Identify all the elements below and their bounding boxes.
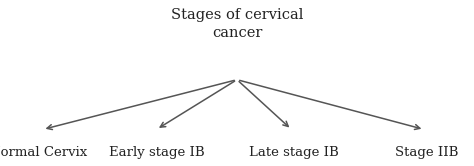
Text: Stage IIB: Stage IIB (395, 146, 458, 159)
Text: Early stage IB: Early stage IB (109, 146, 204, 159)
Text: Late stage IB: Late stage IB (249, 146, 339, 159)
Text: Stages of cervical
cancer: Stages of cervical cancer (171, 8, 303, 40)
Text: Normal Cervix: Normal Cervix (0, 146, 87, 159)
